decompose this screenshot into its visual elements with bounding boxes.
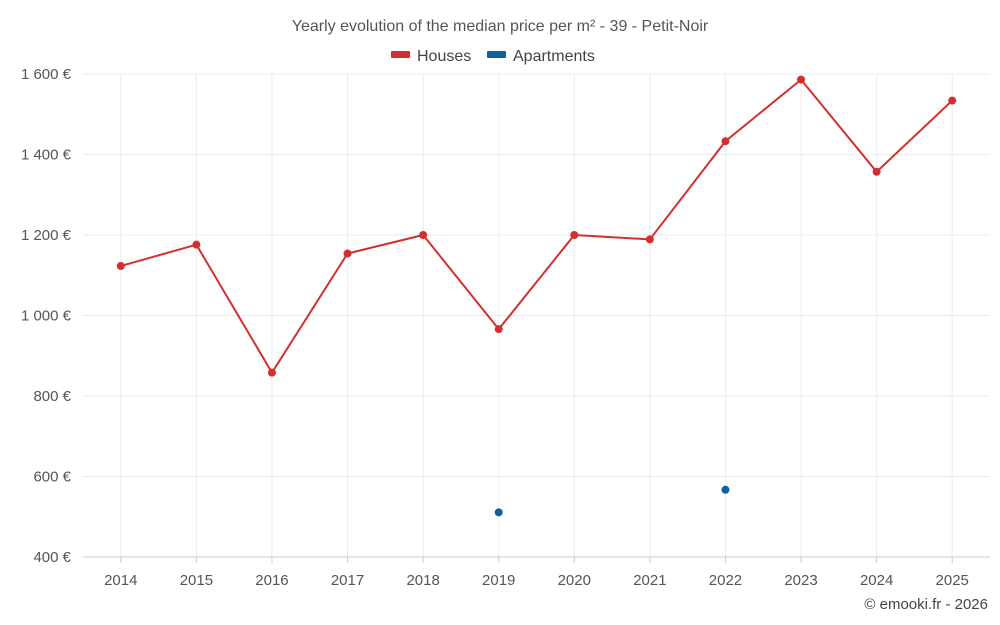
data-point-apartments[interactable] <box>721 485 730 494</box>
x-tick-label: 2017 <box>331 572 364 589</box>
grid <box>83 73 990 557</box>
series <box>116 75 957 517</box>
data-point-houses[interactable] <box>192 240 201 249</box>
credit-text: © emooki.fr - 2026 <box>864 596 988 613</box>
data-point-houses[interactable] <box>494 325 503 334</box>
y-tick-label: 600 € <box>33 469 71 486</box>
legend-label-apartments: Apartments <box>513 48 595 65</box>
data-point-houses[interactable] <box>419 231 428 239</box>
y-tick-label: 1 200 € <box>21 227 72 244</box>
chart-title: Yearly evolution of the median price per… <box>292 18 709 35</box>
legend-swatch-apartments <box>487 51 506 58</box>
data-point-houses[interactable] <box>645 235 654 244</box>
data-point-houses[interactable] <box>267 368 276 377</box>
data-point-houses[interactable] <box>721 137 730 146</box>
data-point-houses[interactable] <box>797 75 806 84</box>
x-tick-label: 2016 <box>255 572 288 589</box>
legend-item-apartments[interactable]: Apartments <box>487 48 595 65</box>
legend-label-houses: Houses <box>417 48 471 65</box>
x-tick-label: 2024 <box>860 572 893 589</box>
data-point-houses[interactable] <box>116 261 125 270</box>
x-tick-label: 2021 <box>633 572 666 589</box>
x-tick-label: 2014 <box>104 572 137 589</box>
data-point-houses[interactable] <box>872 167 881 176</box>
data-point-houses[interactable] <box>570 231 579 239</box>
axes <box>83 556 990 563</box>
y-tick-label: 1 400 € <box>21 147 72 164</box>
legend-swatch-houses <box>391 51 410 58</box>
y-tick-label: 800 € <box>33 388 71 405</box>
y-tick-label: 1 600 € <box>21 66 72 83</box>
data-point-apartments[interactable] <box>494 508 503 517</box>
y-axis-ticks: 400 € 600 € 800 € 1 000 € 1 200 € 1 400 € 1 60… <box>21 66 72 566</box>
legend-item-houses[interactable]: Houses <box>391 48 471 65</box>
data-point-houses[interactable] <box>343 249 352 258</box>
x-tick-label: 2025 <box>936 572 969 589</box>
x-tick-label: 2022 <box>709 572 742 589</box>
x-tick-label: 2019 <box>482 572 515 589</box>
series-line-houses <box>120 78 953 374</box>
data-point-houses[interactable] <box>948 96 957 105</box>
legend: Houses Apartments <box>391 48 595 65</box>
x-axis-ticks: 2014 2015 2016 2017 2018 2019 2020 2021 2022 2023… <box>104 572 969 589</box>
y-tick-label: 1 000 € <box>21 308 72 325</box>
series-apartments <box>494 485 730 517</box>
x-tick-label: 2018 <box>406 572 439 589</box>
x-tick-label: 2023 <box>784 572 817 589</box>
x-tick-label: 2015 <box>180 572 213 589</box>
x-tick-label: 2020 <box>558 572 591 589</box>
series-houses <box>116 75 957 377</box>
y-tick-label: 400 € <box>33 549 71 566</box>
